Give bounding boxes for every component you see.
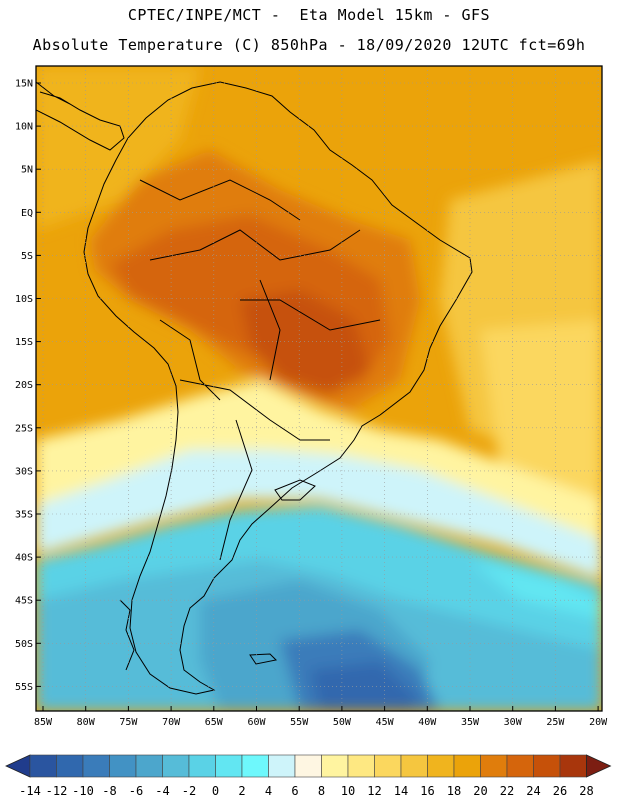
colorbar-tick-label: 2 [238,784,245,798]
colorbar-tick-label: 0 [212,784,219,798]
lat-label: 10S [15,294,33,305]
lat-label: 5S [21,251,33,262]
lon-label: 20W [589,717,608,728]
lat-label: EQ [21,208,33,219]
colorbar-tick-labels: -14 -12 -10 -8 -6 -4 -2 0 2 4 6 8 10 12 14 16 18 20 22 24 26… [19,784,594,798]
colorbar-segment [109,754,137,778]
lon-label: 70W [162,717,181,728]
lat-label: 45S [15,596,33,607]
lon-label: 50W [333,717,352,728]
lon-label: 80W [77,717,96,728]
map-frame [35,65,603,712]
colorbar-tick-label: -4 [155,784,169,798]
lon-label: 60W [247,717,266,728]
lon-label: 85W [34,717,53,728]
latitude-axis: 15N 10N 5N EQ 5S 10S 15S 20S 25S 30S 35S 40S 45S 50S 5… [15,79,41,693]
colorbar-tick-label: -10 [72,784,94,798]
colorbar-tick-label: 22 [500,784,514,798]
coastline-outline [36,81,473,695]
colorbar-segment [294,754,322,778]
lat-label: 15N [15,79,33,90]
colorbar-tick-label: 24 [526,784,540,798]
colorbar-tick-label: 12 [367,784,381,798]
colorbar-segment [188,754,216,778]
colorbar-tick-label: 6 [291,784,298,798]
colorbar-tick-label: 28 [579,784,593,798]
lon-label: 75W [119,717,138,728]
colorbar-segment [135,754,163,778]
colorbar-segment [533,754,561,778]
temperature-field [36,66,602,711]
chart-title-line2: Absolute Temperature (C) 850hPa - 18/09/… [32,36,586,54]
colorbar-segment [559,754,587,778]
colorbar-tick-label: 14 [394,784,408,798]
chart-title-line1: CPTEC/INPE/MCT - Eta Model 15km - GFS [127,6,491,24]
longitude-axis: 85W 80W 75W 70W 65W 60W 55W 50W 45W 40W 35W 30W 25W 2… [34,706,608,728]
colorbar-segment [480,754,508,778]
colorbar [5,754,612,778]
colorbar-segment [400,754,428,778]
colorbar-tick-label: 18 [447,784,461,798]
lat-label: 55S [15,682,33,693]
colorbar-tick-label: 20 [473,784,487,798]
colorbar-tick-label: 4 [265,784,272,798]
colorbar-segment [268,754,296,778]
colorbar-arrow-high [586,754,612,778]
colorbar-segment [347,754,375,778]
colorbar-segment [215,754,243,778]
lon-label: 25W [546,717,565,728]
colorbar-tick-label: -2 [182,784,196,798]
lon-label: 40W [418,717,437,728]
colorbar-tick-label: 16 [420,784,434,798]
colorbar-segment [162,754,190,778]
lat-label: 10N [15,122,33,133]
colorbar-tick-label: -8 [102,784,116,798]
colorbar-segment [56,754,84,778]
colorbar-segment [427,754,455,778]
colorbar-segment [453,754,481,778]
lon-label: 45W [376,717,395,728]
lon-label: 35W [461,717,480,728]
colorbar-tick-label: -14 [19,784,41,798]
lat-label: 20S [15,380,33,391]
lon-label: 65W [205,717,224,728]
colorbar-segment [241,754,269,778]
colorbar-segment [82,754,110,778]
colorbar-tick-label: 26 [553,784,567,798]
lon-label: 55W [290,717,309,728]
colorbar-segment [506,754,534,778]
lat-label: 5N [21,165,33,176]
lat-label: 25S [15,423,33,434]
colorbar-segment [29,754,57,778]
colorbar-tick-label: 8 [318,784,325,798]
colorbar-tick-label: 10 [341,784,355,798]
colorbar-arrow-low [5,754,31,778]
lat-label: 50S [15,639,33,650]
lon-label: 30W [504,717,523,728]
colorbar-segment [321,754,349,778]
lat-label: 35S [15,510,33,521]
lat-label: 15S [15,337,33,348]
lat-label: 30S [15,466,33,477]
lat-label: 40S [15,553,33,564]
colorbar-tick-label: -6 [129,784,143,798]
colorbar-segment [374,754,402,778]
colorbar-tick-label: -12 [46,784,68,798]
